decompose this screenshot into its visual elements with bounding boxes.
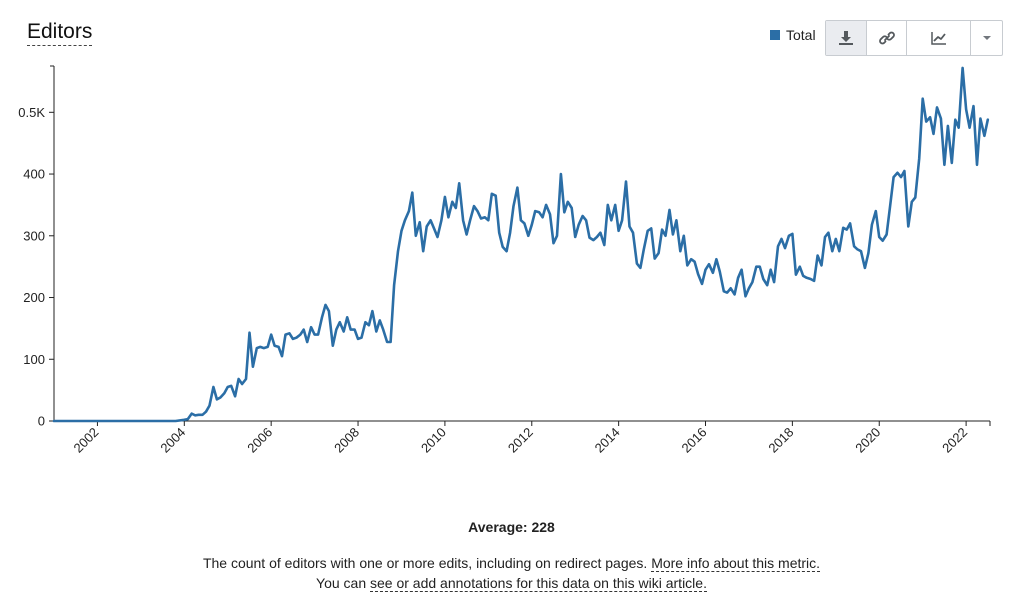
editors-line-chart: 0 100 200 300 400 0.5K 2002 2004 2006 2008 2010 201… xyxy=(18,65,991,456)
y-tick-label: 0.5K xyxy=(18,105,45,120)
x-tick-label: 2014 xyxy=(592,425,623,456)
series-line-total xyxy=(52,66,990,423)
legend-label: Total xyxy=(786,27,816,43)
x-tick-label: 2010 xyxy=(418,425,449,456)
description-text: The count of editors with one or more ed… xyxy=(202,555,648,571)
legend: Total xyxy=(770,27,816,43)
x-tick-label: 2012 xyxy=(505,425,536,456)
average-label: Average: 228 xyxy=(468,519,555,535)
link-button[interactable] xyxy=(867,21,907,55)
chart-title[interactable]: Editors xyxy=(27,20,93,46)
x-tick-label: 2018 xyxy=(765,425,796,456)
x-tick-label: 2004 xyxy=(157,425,188,456)
chart-toolbar xyxy=(825,20,1003,56)
more-options-button[interactable] xyxy=(971,21,1002,55)
x-tick-label: 2006 xyxy=(244,425,275,456)
download-icon xyxy=(839,31,853,45)
x-tick-label: 2002 xyxy=(70,425,101,456)
y-tick-label: 200 xyxy=(23,290,45,305)
annotation-prefix: You can xyxy=(316,575,367,591)
legend-swatch xyxy=(770,30,780,40)
chart-type-button[interactable] xyxy=(907,21,971,55)
y-tick-label: 0 xyxy=(38,414,45,429)
metric-description: The count of editors with one or more ed… xyxy=(0,553,1023,593)
x-tick-label: 2022 xyxy=(939,425,970,456)
x-tick-label: 2016 xyxy=(679,425,710,456)
line-chart-icon xyxy=(930,32,946,45)
y-tick-label: 100 xyxy=(23,352,45,367)
y-tick-label: 300 xyxy=(23,228,45,243)
download-button[interactable] xyxy=(826,21,867,55)
link-icon xyxy=(878,31,895,45)
x-tick-label: 2020 xyxy=(852,425,883,456)
chevron-down-icon xyxy=(982,36,991,40)
y-tick-label: 400 xyxy=(23,167,45,182)
more-info-link[interactable]: More info about this metric. xyxy=(651,555,821,572)
annotations-link[interactable]: see or add annotations for this data on … xyxy=(370,575,707,592)
x-tick-label: 2008 xyxy=(331,425,362,456)
